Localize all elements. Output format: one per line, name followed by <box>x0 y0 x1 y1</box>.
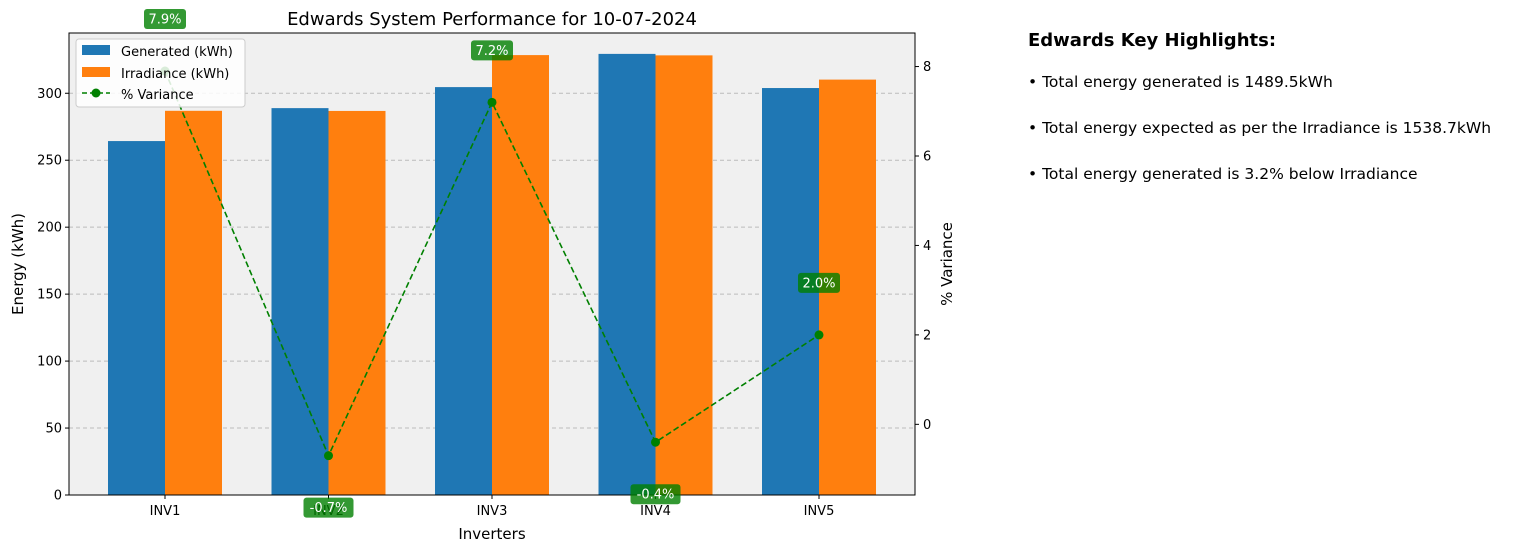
variance-labels: 7.9% -0.7% 7.2% -0.4% 2.0% <box>144 9 840 518</box>
y-axis-label: Energy (kWh) <box>9 213 27 315</box>
variance-label-box <box>144 9 186 30</box>
variance-label-box <box>471 40 513 61</box>
bar-generated <box>108 141 165 496</box>
bar-generated <box>435 87 492 496</box>
x-axis-label: Inverters <box>458 525 525 543</box>
variance-point <box>651 437 660 447</box>
y-tick-label: 150 <box>37 288 62 303</box>
y2-tick-label: 8 <box>923 60 931 75</box>
y-tick-label: 250 <box>37 154 62 169</box>
x-tick-label: INV5 <box>804 504 835 519</box>
y2-tick-label: 4 <box>923 239 931 254</box>
axes: 05010015020025030002468INV1INV2INV3INV4I… <box>37 60 931 519</box>
y-tick-label: 100 <box>37 355 62 370</box>
bar-irradiance <box>165 110 222 496</box>
legend-label-generated: Generated (kWh) <box>121 45 233 60</box>
legend-swatch-irradiance <box>82 67 110 77</box>
legend: Generated (kWh) Irradiance (kWh) % Varia… <box>75 38 246 108</box>
bar-irradiance <box>655 55 713 496</box>
variance-label-box <box>630 484 681 505</box>
bars <box>108 53 876 496</box>
variance-point <box>487 97 497 107</box>
legend-swatch-variance-marker <box>91 88 101 98</box>
y-tick-label: 200 <box>37 221 62 236</box>
variance-label: -0.4% <box>637 488 675 503</box>
y-tick-label: 50 <box>45 422 62 437</box>
bar-generated <box>598 53 656 495</box>
highlight-item-total-generated: • Total energy generated is 1489.5kWh <box>1028 73 1333 91</box>
highlight-item-variance: • Total energy generated is 3.2% below I… <box>1028 165 1418 183</box>
variance-label: 2.0% <box>802 276 835 291</box>
bar-irradiance <box>328 110 386 496</box>
variance-point <box>324 451 333 461</box>
highlight-item-total-expected: • Total energy expected as per the Irrad… <box>1028 119 1492 137</box>
variance-label: 7.9% <box>148 13 181 28</box>
y2-axis-label: % Variance <box>938 222 956 306</box>
chart-title: Edwards System Performance for 10-07-202… <box>287 9 697 30</box>
legend-box <box>75 38 246 108</box>
variance-label-box <box>303 497 354 518</box>
y2-tick-label: 0 <box>923 418 931 433</box>
y2-tick-label: 2 <box>923 328 931 343</box>
variance-point <box>814 330 824 340</box>
y-tick-label: 300 <box>37 87 62 102</box>
highlights-title: Edwards Key Highlights: <box>1028 30 1277 51</box>
bar-irradiance <box>492 55 549 496</box>
legend-label-variance: % Variance <box>121 88 194 103</box>
x-tick-label: INV1 <box>150 504 181 519</box>
highlights-panel: Edwards Key Highlights: • Total energy g… <box>1028 30 1528 211</box>
bar-generated <box>271 108 329 495</box>
variance-label: -0.7% <box>310 501 348 516</box>
legend-label-irradiance: Irradiance (kWh) <box>121 67 229 82</box>
variance-label-box <box>798 272 840 293</box>
variance-label: 7.2% <box>475 44 508 59</box>
x-tick-label: INV3 <box>477 504 508 519</box>
y-tick-label: 0 <box>54 489 62 504</box>
x-tick-label: INV4 <box>640 504 671 519</box>
legend-swatch-generated <box>82 45 110 55</box>
y2-tick-label: 6 <box>923 149 931 164</box>
